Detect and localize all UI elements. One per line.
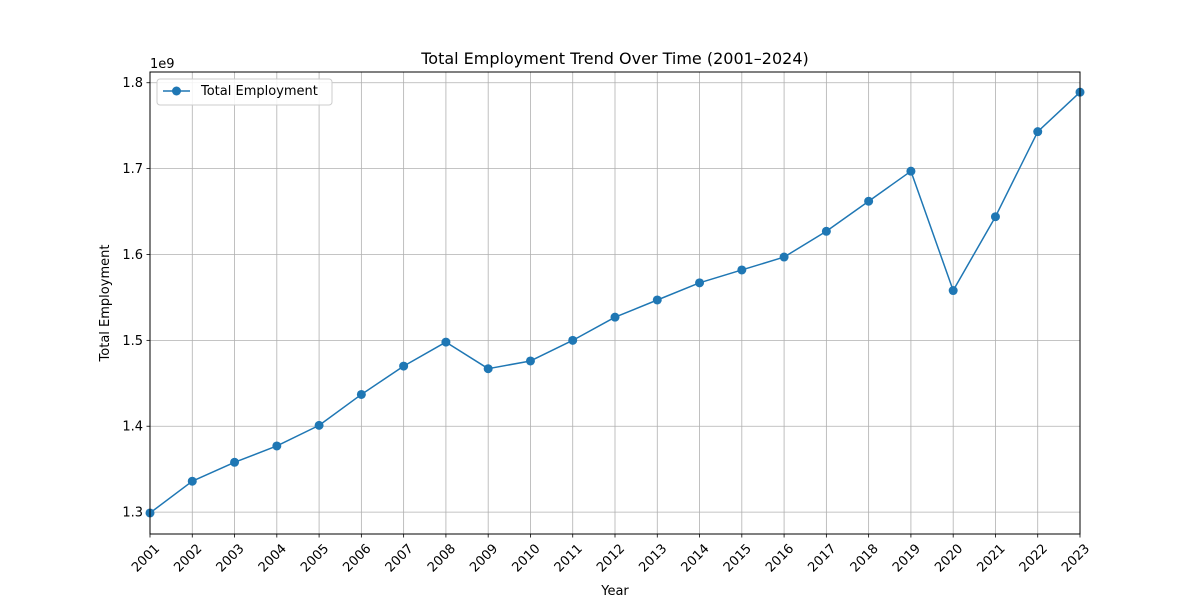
x-tick-label: 2015: [721, 541, 755, 575]
data-point: [990, 212, 1000, 222]
chart-title: Total Employment Trend Over Time (2001–2…: [420, 49, 809, 68]
x-tick-label: 2012: [594, 541, 628, 575]
data-point: [652, 295, 662, 305]
grid-lines: [149, 72, 1081, 534]
x-tick-label: 2001: [129, 541, 163, 575]
x-tick-label: 2018: [848, 541, 882, 575]
data-point: [187, 476, 197, 486]
data-point: [779, 252, 789, 262]
data-point: [906, 166, 916, 176]
y-tick-label: 1.8: [122, 76, 143, 91]
data-point: [821, 226, 831, 236]
legend-box: [156, 78, 333, 106]
series-group: [145, 87, 1085, 518]
legend-label: Total Employment: [200, 84, 318, 99]
data-point: [525, 356, 535, 366]
data-point: [948, 286, 958, 296]
data-point: [272, 441, 282, 451]
data-point: [864, 196, 874, 206]
y-tick-label: 1.7: [122, 162, 143, 177]
data-point: [356, 389, 366, 399]
x-tick-label: 2007: [383, 541, 417, 575]
x-tick-label: 2008: [425, 541, 459, 575]
data-point: [441, 337, 451, 347]
x-tick-label: 2002: [171, 541, 205, 575]
y-tick-label: 1.5: [122, 334, 143, 349]
x-tick-label: 2003: [214, 541, 248, 575]
x-tick-label: 2023: [1059, 541, 1093, 575]
plot-frame: [149, 71, 1081, 535]
y-axis-ticks: 1.3 1.4 1.5 1.6 1.7 1.8: [122, 76, 150, 521]
x-tick-label: 2017: [805, 541, 839, 575]
x-tick-label: 2019: [890, 541, 924, 575]
data-point: [737, 265, 747, 275]
y-tick-label: 1.6: [122, 248, 143, 263]
data-point: [568, 335, 578, 345]
data-point: [230, 457, 240, 467]
x-tick-label: 2014: [679, 541, 713, 575]
x-tick-label: 2004: [256, 541, 290, 575]
y-tick-label: 1.4: [122, 420, 143, 435]
x-tick-label: 2005: [298, 541, 332, 575]
data-point: [695, 278, 705, 288]
x-tick-label: 2013: [636, 541, 670, 575]
x-tick-label: 2020: [932, 541, 966, 575]
data-point: [1033, 127, 1043, 137]
data-point: [314, 420, 324, 430]
y-axis-offset-label: 1e9: [150, 57, 175, 72]
x-tick-label: 2021: [974, 541, 1008, 575]
x-axis-ticks: 2001 2002 2003 2004 2005 2006 2007 2008 2009 2010…: [129, 534, 1093, 575]
x-axis-label: Year: [600, 584, 629, 599]
x-tick-label: 2010: [509, 541, 543, 575]
legend: Total Employment: [156, 78, 333, 106]
x-tick-label: 2011: [552, 541, 586, 575]
x-tick-label: 2009: [467, 541, 501, 575]
x-tick-label: 2016: [763, 541, 797, 575]
legend-marker-swatch: [172, 86, 181, 96]
x-tick-label: 2006: [340, 541, 374, 575]
y-tick-label: 1.3: [122, 506, 143, 521]
data-point: [610, 312, 620, 322]
data-point: [399, 361, 409, 371]
y-axis-label: Total Employment: [98, 245, 113, 363]
data-point: [483, 364, 493, 374]
x-tick-label: 2022: [1017, 541, 1051, 575]
